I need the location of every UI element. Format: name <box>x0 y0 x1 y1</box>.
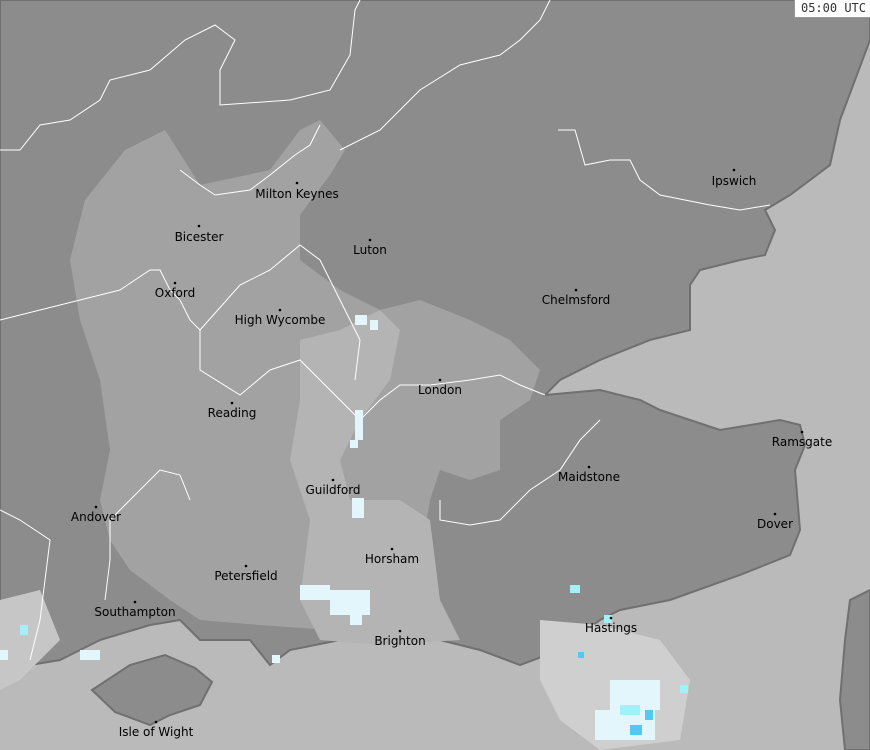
svg-text:Luton: Luton <box>353 243 387 257</box>
svg-text:Ipswich: Ipswich <box>712 174 757 188</box>
city-dover: Dover <box>757 512 793 531</box>
city-horsham: Horsham <box>365 547 419 566</box>
city-high-wycombe: High Wycombe <box>235 308 326 327</box>
svg-text:Isle of Wight: Isle of Wight <box>119 725 194 739</box>
svg-text:Milton Keynes: Milton Keynes <box>255 187 338 201</box>
svg-text:London: London <box>418 383 462 397</box>
radar-echoes <box>0 315 688 740</box>
svg-text:Brighton: Brighton <box>374 634 425 648</box>
city-reading: Reading <box>208 401 257 420</box>
city-maidstone: Maidstone <box>558 465 620 484</box>
city-luton: Luton <box>353 238 387 257</box>
city-isle-of-wight: Isle of Wight <box>119 720 194 739</box>
city-labels: Milton Keynes Bicester Luton Ipswich Oxf… <box>71 168 832 739</box>
svg-text:Petersfield: Petersfield <box>214 569 277 583</box>
city-milton-keynes: Milton Keynes <box>255 181 339 201</box>
city-brighton: Brighton <box>374 629 426 648</box>
city-london: London <box>418 378 462 397</box>
timestamp-label: 05:00 UTC <box>793 0 870 18</box>
city-andover: Andover <box>71 505 121 524</box>
continent-land <box>838 588 870 750</box>
svg-text:Dover: Dover <box>757 517 793 531</box>
city-bicester: Bicester <box>175 224 224 244</box>
svg-text:Maidstone: Maidstone <box>558 470 620 484</box>
isle-of-wight <box>90 653 214 727</box>
radar-sea-patch-west <box>0 590 60 690</box>
boundaries <box>0 0 771 661</box>
svg-text:Hastings: Hastings <box>585 621 637 635</box>
city-hastings: Hastings <box>585 616 637 635</box>
svg-text:Oxford: Oxford <box>155 286 195 300</box>
svg-text:Andover: Andover <box>71 510 121 524</box>
svg-text:Horsham: Horsham <box>365 552 419 566</box>
radar-swath <box>290 310 460 645</box>
svg-text:Guildford: Guildford <box>305 483 360 497</box>
city-ipswich: Ipswich <box>712 168 757 188</box>
svg-text:Ramsgate: Ramsgate <box>772 435 832 449</box>
svg-text:Bicester: Bicester <box>175 230 224 244</box>
svg-text:High Wycombe: High Wycombe <box>235 313 326 327</box>
city-oxford: Oxford <box>155 281 195 300</box>
svg-text:Southampton: Southampton <box>94 605 175 619</box>
city-ramsgate: Ramsgate <box>772 430 832 449</box>
svg-text:Chelmsford: Chelmsford <box>542 293 611 307</box>
city-chelmsford: Chelmsford <box>542 288 611 307</box>
city-guildford: Guildford <box>305 478 361 497</box>
city-southampton: Southampton <box>94 600 176 619</box>
svg-text:Reading: Reading <box>208 406 257 420</box>
city-petersfield: Petersfield <box>214 564 278 583</box>
